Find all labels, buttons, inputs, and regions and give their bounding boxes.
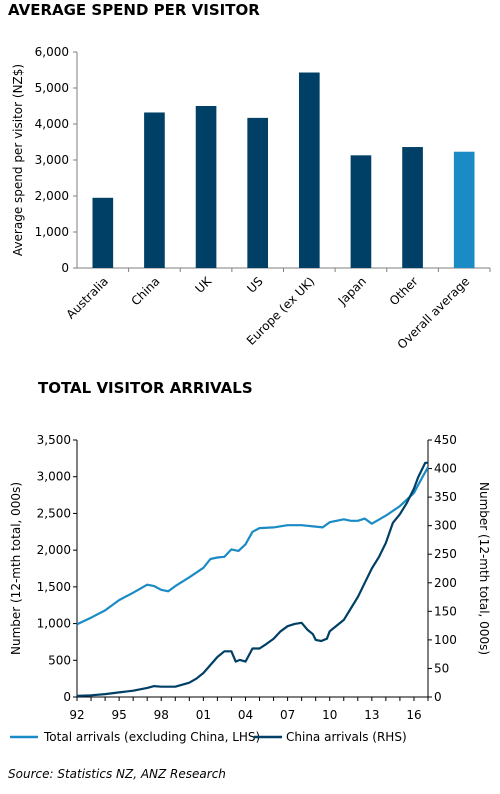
source-note: Source: Statistics NZ, ANZ Research [8,767,226,781]
left-tick-label: 3,500 [37,433,71,447]
y-tick-label: 2,000 [35,189,69,203]
x-tick-label: 01 [196,708,211,722]
bar [92,197,114,268]
right-tick-label: 100 [434,633,457,647]
bar [247,117,269,268]
legend-label: China arrivals (RHS) [286,730,407,744]
x-tick-label: 16 [406,708,421,722]
bar [350,155,372,268]
right-tick-label: 150 [434,604,457,618]
y-tick-label: 6,000 [35,45,69,59]
x-tick-label: 98 [154,708,169,722]
right-axis-label: Number (12-mth total, 000s) [477,482,491,655]
right-tick-label: 300 [434,519,457,533]
x-tick-label: 92 [69,708,84,722]
left-tick-label: 500 [48,653,71,667]
bar [195,106,217,268]
arrivals-line-chart: 05001,0001,5002,0002,5003,0003,500050100… [9,433,491,744]
bar [298,72,320,269]
legend-label: Total arrivals (excluding China, LHS) [43,730,260,744]
right-tick-label: 0 [434,690,442,704]
y-tick-label: 5,000 [35,81,69,95]
left-axis-label: Number (12-mth total, 000s) [9,482,23,655]
chart2-title: TOTAL VISITOR ARRIVALS [38,379,253,397]
bar [402,147,423,268]
x-tick-label: 04 [238,708,253,722]
left-tick-label: 2,000 [37,543,71,557]
left-tick-label: 2,500 [37,506,71,520]
right-tick-label: 200 [434,576,457,590]
x-tick-label: 10 [322,708,337,722]
left-tick-label: 3,000 [37,470,71,484]
left-tick-label: 1,500 [37,580,71,594]
bar [453,151,475,268]
spend-bar-chart: 0 1,000 2,000 3,000 4,000 5,000 6,000 Average s… [11,45,491,352]
bar [144,112,165,268]
right-tick-label: 450 [434,433,457,447]
left-tick-label: 0 [63,690,71,704]
series-line [76,466,429,626]
chart1-title: AVERAGE SPEND PER VISITOR [8,1,260,19]
left-tick-label: 1,000 [37,617,71,631]
y-axis-label: Average spend per visitor (NZ$) [11,64,25,256]
right-tick-label: 50 [434,661,449,675]
right-tick-label: 400 [434,462,457,476]
x-tick-label: 95 [111,708,126,722]
x-tick-label: 07 [280,708,295,722]
y-tick-label: 1,000 [35,225,69,239]
series-line [76,461,428,697]
y-tick-label: 4,000 [35,117,69,131]
y-tick-label: 0 [61,261,69,275]
right-tick-label: 350 [434,490,457,504]
x-tick-label: 13 [364,708,379,722]
right-tick-label: 250 [434,547,457,561]
y-tick-label: 3,000 [35,153,69,167]
